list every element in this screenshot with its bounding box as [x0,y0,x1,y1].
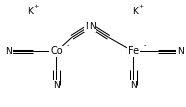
Text: K: K [27,7,33,16]
Text: N: N [85,22,92,31]
Text: +: + [138,4,144,9]
Text: Fe: Fe [128,46,139,56]
Text: Co: Co [50,46,63,56]
Text: N: N [177,47,183,56]
Text: N: N [53,81,60,90]
Text: -: - [66,43,69,49]
Text: N: N [89,22,95,31]
Text: K: K [132,7,138,16]
Text: -: - [143,43,146,49]
Text: +: + [33,4,38,9]
Text: N: N [5,47,12,56]
Text: N: N [130,81,137,90]
